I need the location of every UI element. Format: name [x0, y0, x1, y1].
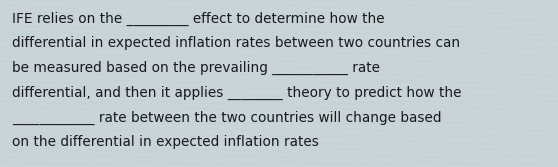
Text: differential, and then it applies ________ theory to predict how the: differential, and then it applies ______… — [12, 86, 462, 100]
Text: be measured based on the prevailing ___________ rate: be measured based on the prevailing ____… — [12, 61, 380, 75]
Text: differential in expected inflation rates between two countries can: differential in expected inflation rates… — [12, 36, 460, 50]
Text: IFE relies on the _________ effect to determine how the: IFE relies on the _________ effect to de… — [12, 12, 385, 26]
Text: ____________ rate between the two countries will change based: ____________ rate between the two countr… — [12, 111, 442, 125]
Text: on the differential in expected inflation rates: on the differential in expected inflatio… — [12, 135, 319, 149]
